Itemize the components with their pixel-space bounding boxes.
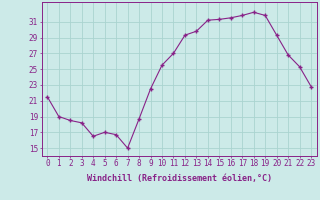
X-axis label: Windchill (Refroidissement éolien,°C): Windchill (Refroidissement éolien,°C) <box>87 174 272 183</box>
